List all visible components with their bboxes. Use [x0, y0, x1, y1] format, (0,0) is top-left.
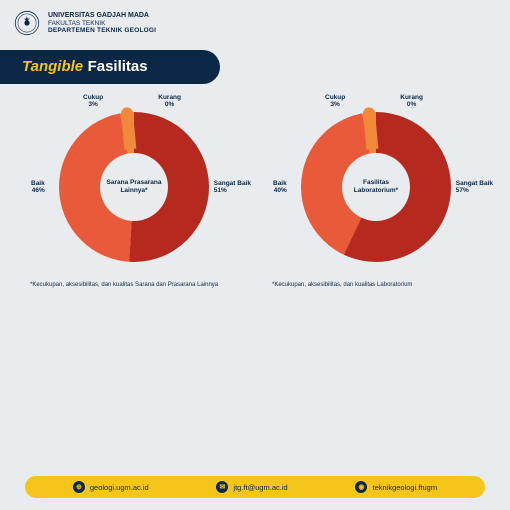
header: UNIVERSITAS GADJAH MADA FAKULTAS TEKNIK …: [0, 0, 510, 46]
department-name: DEPARTEMEN TEKNIK GEOLOGI: [48, 27, 156, 34]
charts-row: Sarana Prasarana Lainnya* Cukup3% Kurang…: [0, 84, 510, 296]
donut-wrap: Fasilitas Laboratorium* Cukup3% Kurang0%…: [301, 112, 451, 262]
label-baik: Baik46%: [31, 180, 45, 195]
donut-hole: Fasilitas Laboratorium*: [342, 153, 410, 221]
label-sangat-baik: Sangat Baik57%: [456, 180, 493, 195]
globe-icon: ⊕: [73, 481, 85, 493]
footer-ig: ◉ teknikgeologi.ftugm: [355, 481, 437, 493]
title-bar: Tangible Fasilitas: [0, 50, 220, 84]
university-name: UNIVERSITAS GADJAH MADA: [48, 12, 156, 20]
donut-wrap: Sarana Prasarana Lainnya* Cukup3% Kurang…: [59, 112, 209, 262]
ugm-logo-icon: [14, 10, 40, 36]
footnote: *Kecukupan, aksesibilitas, dan kualitas …: [266, 282, 486, 288]
footer-web-text: geologi.ugm.ac.id: [90, 483, 149, 492]
label-cukup: Cukup3%: [83, 94, 103, 109]
footer-web: ⊕ geologi.ugm.ac.id: [73, 481, 149, 493]
label-cukup: Cukup3%: [325, 94, 345, 109]
label-baik: Baik40%: [273, 180, 287, 195]
faculty-name: FAKULTAS TEKNIK: [48, 20, 156, 27]
footer-bar: ⊕ geologi.ugm.ac.id ✉ jtg.ft@ugm.ac.id ◉…: [25, 476, 485, 498]
footer-ig-text: teknikgeologi.ftugm: [372, 483, 437, 492]
center-label: Sarana Prasarana Lainnya*: [100, 179, 168, 195]
mail-icon: ✉: [216, 481, 228, 493]
donut-hole: Sarana Prasarana Lainnya*: [100, 153, 168, 221]
footer-email-text: jtg.ft@ugm.ac.id: [233, 483, 287, 492]
chart-sarana: Sarana Prasarana Lainnya* Cukup3% Kurang…: [24, 112, 244, 288]
footer-email: ✉ jtg.ft@ugm.ac.id: [216, 481, 287, 493]
label-kurang: Kurang0%: [158, 94, 181, 109]
title-rest: Fasilitas: [88, 58, 148, 75]
chart-lab: Fasilitas Laboratorium* Cukup3% Kurang0%…: [266, 112, 486, 288]
center-label: Fasilitas Laboratorium*: [342, 179, 410, 195]
title-italic: Tangible: [22, 58, 83, 75]
header-text: UNIVERSITAS GADJAH MADA FAKULTAS TEKNIK …: [48, 12, 156, 34]
instagram-icon: ◉: [355, 481, 367, 493]
label-sangat-baik: Sangat Baik51%: [214, 180, 251, 195]
footnote: *Kecukupan, aksesibilitas, dan kualitas …: [24, 282, 244, 288]
label-kurang: Kurang0%: [400, 94, 423, 109]
